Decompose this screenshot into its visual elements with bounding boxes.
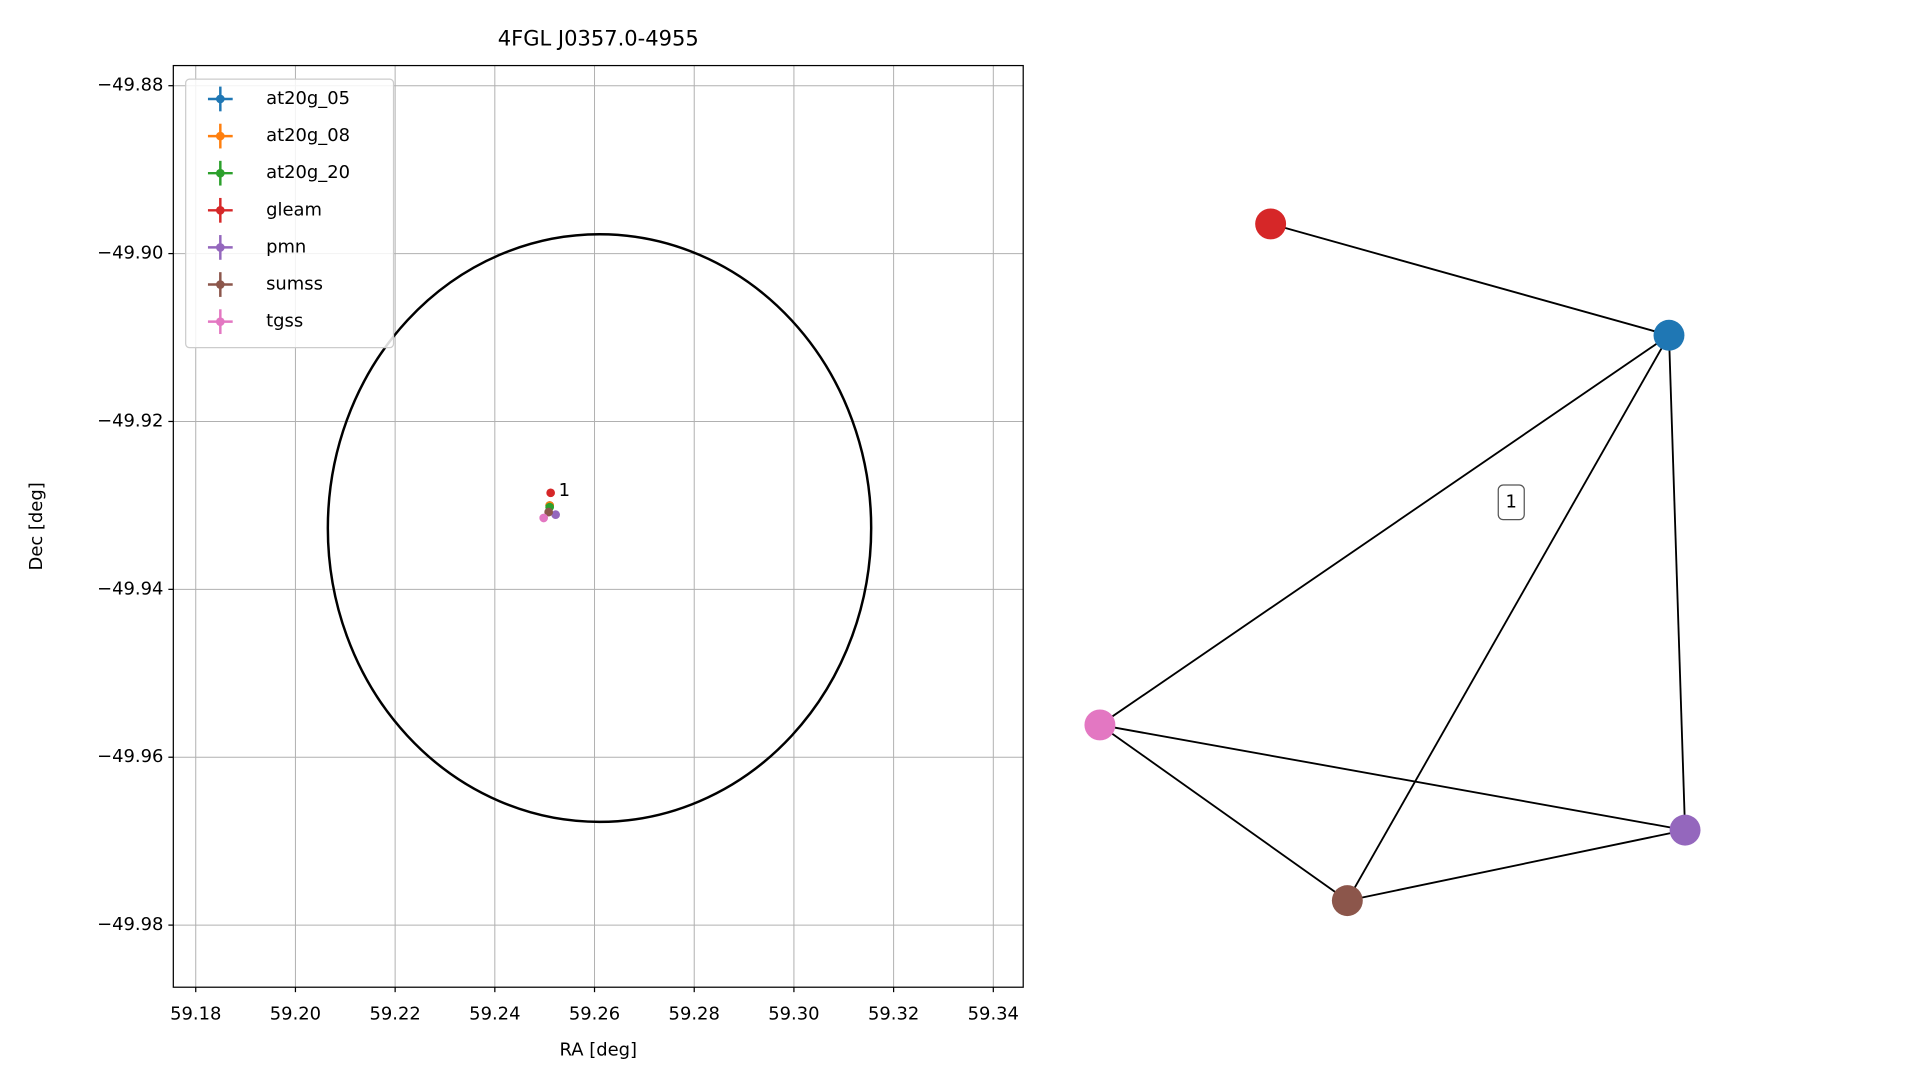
chart-title: 4FGL J0357.0-4955 [498, 26, 699, 51]
x-tick-label: 59.22 [369, 1003, 420, 1024]
x-tick-label: 59.32 [868, 1003, 919, 1024]
x-tick-label: 59.24 [469, 1003, 520, 1024]
graph-edge [1668, 335, 1686, 831]
x-tick-label: 59.20 [270, 1003, 321, 1024]
data-point [539, 513, 549, 523]
legend-marker [215, 280, 225, 289]
x-tick-label: 59.26 [569, 1003, 620, 1024]
legend-marker [215, 94, 225, 104]
error-ellipse [326, 233, 873, 824]
legend-label: gleam [266, 199, 322, 220]
graph-edge [1346, 334, 1670, 902]
y-tick-label: −49.98 [97, 914, 163, 935]
legend-label: tgss [266, 311, 303, 332]
data-point [546, 488, 555, 498]
y-tick-label: −49.88 [97, 75, 163, 96]
y-tick-label: −49.96 [97, 746, 163, 767]
annotation: 1 [559, 480, 570, 501]
x-tick-label: 59.18 [170, 1003, 221, 1024]
x-tick-label: 59.28 [669, 1003, 720, 1024]
legend-marker [215, 168, 225, 178]
y-axis-label: Dec [deg] [26, 482, 47, 570]
legend-marker [215, 131, 225, 141]
graph-node [1331, 885, 1363, 917]
legend-label: pmn [266, 236, 306, 257]
graph-node [1255, 208, 1287, 240]
x-tick-label: 59.34 [968, 1003, 1019, 1024]
y-tick-label: −49.94 [97, 578, 163, 599]
edge-label-box [1497, 484, 1525, 521]
graph-edge [1099, 724, 1686, 832]
graph-edge [1347, 829, 1686, 902]
legend-box [185, 78, 395, 349]
legend-marker [215, 317, 225, 326]
graph-node [1653, 319, 1685, 351]
x-axis-label: RA [deg] [560, 1039, 637, 1060]
legend-marker [215, 243, 225, 252]
legend-label: at20g_08 [266, 125, 350, 146]
graph-edge [1099, 724, 1348, 902]
x-tick-label: 59.30 [768, 1003, 819, 1024]
graph-edge [1270, 223, 1670, 337]
data-point [544, 507, 553, 517]
legend-marker [215, 205, 225, 215]
graph-edge [1099, 334, 1670, 726]
data-point [551, 510, 560, 519]
y-tick-label: −49.92 [97, 410, 163, 431]
legend-label: at20g_05 [266, 88, 350, 109]
graph-node [1669, 814, 1701, 846]
legend-label: sumss [266, 274, 323, 295]
graph-node [1084, 709, 1116, 741]
y-tick-label: −49.90 [97, 243, 163, 264]
edge-label: 1 [1506, 491, 1517, 512]
axes-frame [172, 64, 1024, 988]
legend-label: at20g_20 [266, 162, 350, 183]
